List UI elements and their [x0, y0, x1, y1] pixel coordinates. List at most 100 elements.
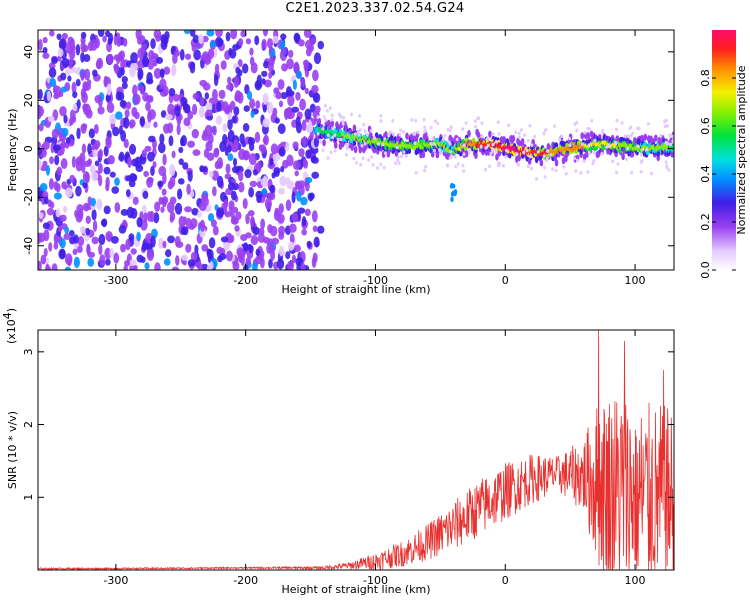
noise-blob [136, 217, 143, 228]
noise-blob [171, 266, 180, 270]
noise-blob [190, 251, 198, 262]
noise-blob [192, 92, 200, 100]
noise-blob [279, 175, 287, 187]
spectrogram-y-axis-label: Frequency (Hz) [6, 109, 19, 192]
noise-blob [81, 91, 88, 104]
noise-blob [168, 88, 176, 97]
ridge-halo [522, 150, 526, 155]
ridge-halo [629, 125, 633, 130]
ridge-halo [516, 162, 520, 167]
noise-blob [291, 191, 296, 204]
noise-blob [230, 216, 238, 225]
ridge-halo [613, 140, 617, 145]
ridge-halo [484, 146, 488, 150]
snr-y-axis-label: SNR (10 * v/v) [6, 411, 19, 489]
ridge-halo [592, 158, 596, 163]
noise-blob [210, 219, 217, 228]
noise-blob [233, 106, 240, 116]
spectrogram-x-tick-label: -100 [363, 274, 388, 287]
noise-blob [146, 248, 155, 261]
noise-blob [165, 113, 173, 121]
noise-blob [64, 253, 73, 266]
noise-blob [39, 183, 48, 192]
noise-blob [197, 262, 203, 270]
noise-blob [112, 126, 120, 137]
noise-blob [291, 106, 300, 113]
noise-blob [95, 59, 102, 70]
noise-blob [301, 119, 307, 132]
colorbar-tick-label: 0.0 [699, 261, 712, 279]
noise-blob [220, 60, 227, 70]
noise-blob [90, 39, 98, 51]
noise-blob [239, 133, 245, 145]
noise-blob [256, 161, 262, 173]
noise-blob [53, 192, 62, 200]
ridge-halo [497, 132, 501, 136]
noise-blob [153, 121, 158, 128]
noise-blob [307, 193, 314, 202]
ridge-halo [530, 143, 534, 147]
noise-blob [209, 261, 214, 270]
noise-blob [97, 106, 105, 115]
noise-blob [58, 38, 67, 51]
noise-blob [237, 69, 243, 77]
noise-blob [286, 90, 295, 97]
ridge-halo [361, 156, 365, 161]
noise-blob [98, 233, 106, 246]
spectrogram-frame [37, 29, 675, 271]
ridge-halo [601, 130, 605, 134]
ridge-halo [551, 167, 555, 171]
ridge-halo [341, 122, 345, 126]
ridge-halo [615, 118, 619, 123]
noise-blob [119, 99, 127, 108]
noise-blob [270, 143, 278, 155]
ridge-halo [443, 133, 447, 138]
ridge-halo [330, 113, 334, 118]
noise-blob [276, 258, 285, 270]
noise-blob [237, 59, 243, 68]
noise-blob [175, 255, 180, 266]
noise-blob [284, 108, 289, 121]
noise-blob [174, 235, 181, 247]
noise-blob [57, 48, 64, 57]
noise-blob [262, 118, 270, 128]
noise-blob [106, 102, 115, 114]
ridge-blob [511, 134, 516, 143]
noise-blob [118, 225, 127, 234]
noise-blob [227, 129, 235, 142]
noise-blob [157, 142, 166, 154]
noise-blob [190, 218, 198, 229]
ridge-halo [381, 142, 385, 147]
ridge-blob [407, 147, 412, 154]
noise-blob [152, 160, 157, 168]
noise-blob [51, 263, 58, 270]
ridge-blob [330, 119, 335, 128]
noise-blob [85, 215, 91, 225]
ridge-halo [583, 130, 587, 135]
ridge-halo [529, 154, 533, 158]
ridge-blob [654, 134, 658, 142]
ridge-halo [564, 171, 568, 176]
noise-blob [67, 36, 74, 45]
noise-blob [67, 75, 72, 82]
noise-blob [211, 186, 217, 197]
noise-blob [131, 173, 138, 182]
ridge-halo [365, 133, 369, 137]
noise-blob [86, 79, 92, 87]
noise-blob [42, 36, 48, 44]
noise-blob [130, 248, 137, 255]
noise-blob [38, 232, 42, 244]
ridge-halo [326, 133, 330, 138]
noise-blob [248, 136, 253, 145]
ridge-halo [535, 177, 539, 181]
noise-blob [227, 76, 232, 85]
noise-blob [208, 237, 216, 249]
noise-blob [272, 107, 278, 116]
noise-blob [120, 58, 125, 71]
ridge-halo [328, 106, 332, 110]
noise-blob [62, 57, 70, 68]
noise-blob [227, 144, 232, 153]
ridge-halo [394, 161, 398, 166]
ridge-halo [362, 122, 366, 127]
noise-blob [216, 207, 225, 218]
